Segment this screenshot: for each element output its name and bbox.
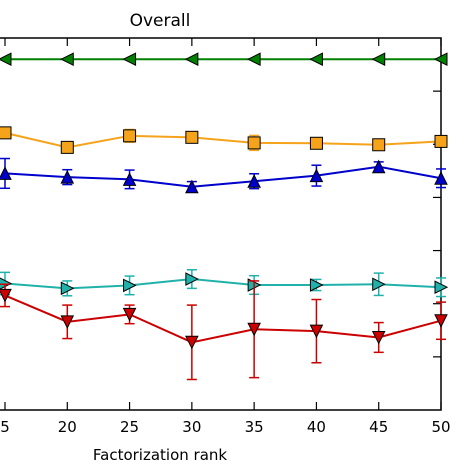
plot-frame: [0, 37, 442, 411]
x-axis-label: Factorization rank: [93, 446, 228, 464]
data-point: [433, 52, 448, 67]
data-point: [185, 179, 199, 194]
data-point: [185, 335, 199, 350]
data-point: [60, 140, 74, 154]
data-point: [372, 277, 386, 292]
data-point: [309, 52, 323, 67]
data-point: [123, 129, 137, 143]
data-point: [434, 314, 448, 328]
x-tick-label: 20: [58, 418, 77, 436]
data-point: [372, 138, 386, 152]
data-point: [185, 272, 199, 286]
data-point: [60, 52, 74, 67]
data-point: [0, 126, 12, 140]
data-point: [247, 52, 261, 67]
data-point: [434, 134, 448, 148]
chart-title: Overall: [130, 11, 191, 31]
series-line: [4, 165, 442, 188]
x-tick-label: 50: [431, 418, 450, 436]
data-point: [185, 130, 199, 144]
x-tick-label: 35: [245, 418, 264, 436]
x-tick-label: 5: [0, 418, 10, 436]
x-tick-label: 25: [120, 418, 139, 436]
plot-area: 5 20 25 30 35 40 45 50: [0, 37, 451, 436]
data-point: [122, 307, 137, 322]
series-line: [4, 294, 442, 344]
data-point: [122, 172, 137, 186]
data-point: [0, 166, 12, 180]
data-point: [0, 288, 12, 303]
x-tick-label: 45: [369, 418, 388, 436]
x-tick-label: 40: [307, 418, 326, 436]
series-line: [4, 278, 442, 290]
x-tick-label: 30: [182, 418, 201, 436]
data-point: [371, 52, 386, 67]
data-point: [0, 52, 12, 67]
data-point: [60, 170, 75, 184]
data-point: [247, 174, 261, 188]
data-point: [123, 278, 137, 293]
data-point: [60, 315, 75, 329]
data-point: [434, 171, 448, 185]
data-point: [371, 159, 386, 174]
series-line: [4, 131, 442, 149]
data-point: [309, 278, 324, 292]
data-point: [434, 280, 449, 295]
data-point: [184, 52, 199, 67]
data-point: [247, 322, 261, 337]
data-point: [122, 52, 137, 67]
data-point: [309, 324, 324, 339]
data-point: [309, 136, 323, 150]
data-point: [247, 136, 261, 150]
data-point: [371, 330, 386, 345]
data-point: [60, 281, 75, 296]
data-point: [309, 168, 324, 183]
